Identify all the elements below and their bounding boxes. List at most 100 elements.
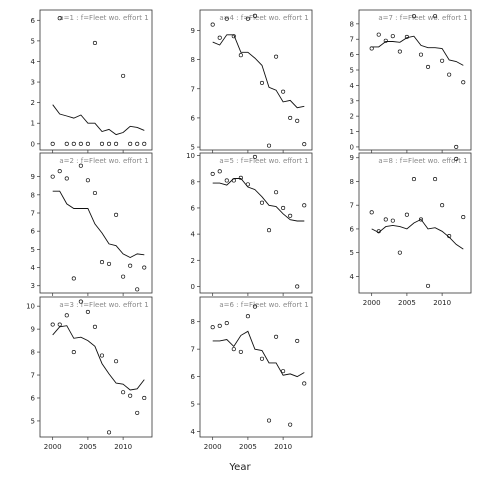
y-tick-label: 10 — [26, 303, 35, 311]
y-tick-label: 3 — [31, 282, 35, 290]
y-tick-label: 2 — [350, 113, 354, 121]
y-tick-label: 8 — [350, 20, 354, 28]
panel-title: a=3 : f=Fleet wo. effort 1 — [59, 301, 148, 309]
panel-title: a=8 : f=Fleet wo. effort 1 — [378, 157, 467, 165]
y-tick-label: 6 — [350, 51, 355, 59]
data-point — [259, 356, 265, 361]
y-tick-label: 10 — [186, 152, 195, 160]
y-tick-label: 8 — [191, 178, 195, 186]
data-point — [142, 265, 147, 270]
data-point — [397, 250, 402, 255]
y-tick-label: 6 — [31, 394, 36, 402]
data-point — [245, 314, 250, 319]
panel-frame — [358, 9, 472, 151]
panel-frame — [199, 296, 313, 438]
data-point — [50, 174, 55, 179]
data-point — [302, 203, 307, 208]
data-point — [99, 141, 105, 146]
data-point — [114, 359, 119, 364]
data-point — [288, 213, 293, 218]
x-tick-label: 2000 — [363, 299, 381, 307]
data-point — [281, 205, 286, 211]
y-tick-label: 4 — [191, 428, 196, 436]
data-point — [64, 141, 69, 146]
data-point — [266, 143, 272, 148]
y-tick-label: 6 — [191, 204, 196, 212]
data-point — [274, 334, 279, 339]
panel-frame — [39, 152, 153, 294]
data-point — [383, 217, 388, 222]
data-point — [128, 263, 133, 268]
y-tick-label: 2 — [31, 99, 35, 107]
y-tick-label: 0 — [31, 140, 35, 148]
data-point — [106, 261, 112, 266]
data-point — [418, 217, 424, 222]
y-tick-label: 7 — [350, 202, 354, 210]
data-point — [224, 321, 229, 326]
panel-frame — [199, 9, 313, 151]
x-tick-label: 2010 — [433, 299, 451, 307]
data-point — [224, 178, 229, 183]
y-tick-label: 5 — [350, 249, 354, 257]
data-point — [78, 163, 83, 168]
series-line — [52, 190, 145, 259]
data-point — [447, 72, 452, 77]
y-tick-label: 1 — [350, 128, 354, 136]
y-tick-label: 8 — [191, 318, 195, 326]
panel-title: a=6 : f=Fleet wo. effort 1 — [219, 301, 308, 309]
data-point — [231, 347, 236, 352]
y-tick-label: 5 — [31, 246, 35, 254]
data-point — [64, 176, 69, 181]
data-point — [142, 141, 147, 146]
data-point — [425, 64, 431, 69]
data-point — [252, 13, 257, 18]
data-point — [302, 381, 307, 386]
y-tick-label: 8 — [191, 56, 195, 64]
y-tick-label: 6 — [350, 225, 355, 233]
x-tick-label: 2005 — [79, 443, 97, 451]
data-point — [461, 215, 466, 220]
y-tick-label: 6 — [31, 228, 36, 236]
data-point — [411, 14, 416, 19]
data-point — [266, 418, 272, 423]
y-tick-label: 8 — [350, 178, 354, 186]
data-point — [376, 32, 381, 37]
panel-frame — [39, 296, 153, 438]
panel-frame — [358, 152, 472, 294]
data-point — [142, 395, 147, 401]
data-point — [135, 141, 140, 146]
y-tick-label: 9 — [31, 173, 35, 181]
series-line — [212, 178, 305, 222]
data-point — [121, 390, 126, 395]
series-line — [212, 34, 305, 109]
y-tick-label: 7 — [31, 210, 35, 218]
data-point — [92, 324, 97, 329]
data-point — [369, 210, 374, 215]
y-tick-label: 4 — [31, 58, 36, 66]
data-point — [259, 200, 265, 205]
y-tick-label: 1 — [31, 120, 35, 128]
data-point — [50, 141, 55, 146]
y-tick-label: 6 — [31, 17, 36, 25]
data-point — [71, 141, 76, 146]
y-tick-label: 7 — [191, 85, 195, 93]
data-point — [252, 154, 257, 159]
data-point — [440, 203, 445, 208]
data-point — [454, 156, 459, 161]
data-point — [369, 46, 374, 51]
y-tick-label: 9 — [350, 154, 354, 162]
data-point — [57, 16, 62, 21]
data-point — [281, 89, 286, 94]
y-tick-label: 6 — [191, 373, 196, 381]
data-point — [433, 177, 438, 182]
panel-7: a=7 : f=Fleet wo. effort 1 0 1 2 3 4 5 6 7 8 — [350, 9, 472, 153]
data-point — [376, 229, 381, 234]
data-point — [397, 49, 402, 54]
data-point — [274, 54, 279, 59]
data-point — [461, 80, 466, 85]
data-point — [433, 14, 438, 19]
data-point — [390, 218, 395, 223]
data-point — [92, 40, 97, 45]
data-point — [135, 410, 140, 415]
